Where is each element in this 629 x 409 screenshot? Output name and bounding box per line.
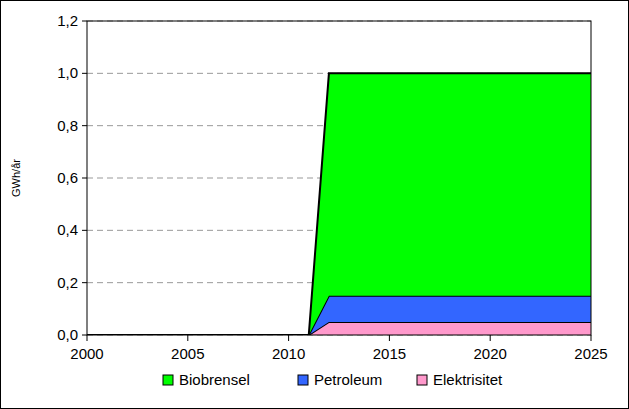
area-edge <box>87 322 591 335</box>
area-edge <box>87 296 591 335</box>
legend-label: Petroleum <box>314 371 382 388</box>
x-tick <box>87 335 88 341</box>
x-tick-label: 2015 <box>373 345 406 362</box>
y-tick <box>82 73 87 74</box>
area-edge <box>87 73 591 335</box>
x-tick-label: 2025 <box>574 345 607 362</box>
plot-area <box>87 73 591 335</box>
y-tick-label: 1,2 <box>57 12 78 29</box>
x-tick-label: 2010 <box>272 345 305 362</box>
legend-label: Biobrensel <box>179 371 250 388</box>
y-tick <box>82 335 87 336</box>
legend-swatch <box>417 375 427 385</box>
x-tick <box>591 335 592 341</box>
y-tick-label: 0,0 <box>57 326 78 343</box>
y-tick-label: 0,6 <box>57 169 78 186</box>
y-axis-label: GWh/år <box>10 159 22 197</box>
y-tick-label: 0,8 <box>57 117 78 134</box>
chart: 0,0 0,2 0,4 0,6 0,8 1,0 1,2 2000 2005 2010 2015 202… <box>0 0 629 409</box>
x-tick-label: 2005 <box>171 345 204 362</box>
y-tick <box>82 282 87 283</box>
x-tick-label: 2000 <box>70 345 103 362</box>
x-tick <box>288 335 289 341</box>
plot-frame <box>87 21 591 335</box>
y-tick <box>82 178 87 179</box>
area <box>87 322 591 335</box>
legend-label: Elektrisitet <box>433 371 503 388</box>
area <box>87 296 591 335</box>
x-tick-label: 2020 <box>474 345 507 362</box>
y-tick <box>82 21 87 22</box>
y-tick <box>82 230 87 231</box>
x-tick <box>187 335 188 341</box>
background <box>1 1 629 409</box>
y-tick-label: 0,2 <box>57 274 78 291</box>
x-tick <box>490 335 491 341</box>
y-tick-label: 0,4 <box>57 221 78 238</box>
legend-swatch <box>298 375 308 385</box>
y-tick <box>82 125 87 126</box>
x-tick <box>389 335 390 341</box>
area <box>87 73 591 335</box>
y-tick-label: 1,0 <box>57 64 78 81</box>
legend-swatch <box>163 375 173 385</box>
